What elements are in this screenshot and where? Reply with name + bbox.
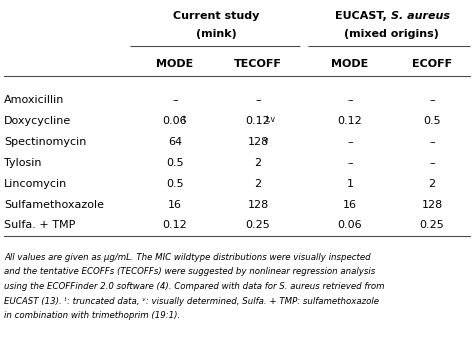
- Text: 128: 128: [421, 200, 443, 210]
- Text: (mixed origins): (mixed origins): [344, 29, 438, 39]
- Text: 0.5: 0.5: [166, 179, 184, 189]
- Text: –: –: [172, 95, 178, 105]
- Text: Lincomycin: Lincomycin: [4, 179, 67, 189]
- Text: MODE: MODE: [156, 59, 193, 69]
- Text: –: –: [429, 95, 435, 105]
- Text: v: v: [264, 136, 269, 145]
- Text: 16: 16: [343, 200, 357, 210]
- Text: EUCAST (13). ᵗ: truncated data, ᵛ: visually determined, Sulfa. + TMP: sulfametho: EUCAST (13). ᵗ: truncated data, ᵛ: visua…: [4, 297, 379, 305]
- Text: S. aureus: S. aureus: [391, 11, 450, 21]
- Text: t: t: [183, 115, 186, 124]
- Text: 64: 64: [168, 137, 182, 147]
- Text: Amoxicillin: Amoxicillin: [4, 95, 64, 105]
- Text: Tylosin: Tylosin: [4, 158, 42, 168]
- Text: 16: 16: [168, 200, 182, 210]
- Text: Sulfamethoxazole: Sulfamethoxazole: [4, 200, 104, 210]
- Text: 0.5: 0.5: [166, 158, 184, 168]
- Text: Spectinomycin: Spectinomycin: [4, 137, 86, 147]
- Text: 2: 2: [428, 179, 436, 189]
- Text: ECOFF: ECOFF: [412, 59, 452, 69]
- Text: TECOFF: TECOFF: [234, 59, 282, 69]
- Text: 1: 1: [346, 179, 354, 189]
- Text: 0.25: 0.25: [419, 220, 444, 230]
- Text: 0.12: 0.12: [246, 116, 270, 126]
- Text: using the ECOFFinder 2.0 software (4). Compared with data for S. aureus retrieve: using the ECOFFinder 2.0 software (4). C…: [4, 282, 384, 291]
- Text: 0.12: 0.12: [337, 116, 363, 126]
- Text: –: –: [347, 137, 353, 147]
- Text: 0.5: 0.5: [423, 116, 441, 126]
- Text: –: –: [429, 137, 435, 147]
- Text: Doxycycline: Doxycycline: [4, 116, 71, 126]
- Text: EUCAST,: EUCAST,: [336, 11, 391, 21]
- Text: Sulfa. + TMP: Sulfa. + TMP: [4, 220, 75, 230]
- Text: Current study: Current study: [173, 11, 260, 21]
- Text: 0.25: 0.25: [246, 220, 270, 230]
- Text: and the tentative ECOFFs (TECOFFs) were suggested by nonlinear regression analys: and the tentative ECOFFs (TECOFFs) were …: [4, 268, 375, 277]
- Text: 128: 128: [247, 200, 269, 210]
- Text: 0.12: 0.12: [163, 220, 187, 230]
- Text: t,v: t,v: [266, 115, 276, 124]
- Text: 128: 128: [247, 137, 269, 147]
- Text: –: –: [255, 95, 261, 105]
- Text: 0.06: 0.06: [163, 116, 187, 126]
- Text: in combination with trimethoprim (19:1).: in combination with trimethoprim (19:1).: [4, 311, 180, 320]
- Text: –: –: [347, 158, 353, 168]
- Text: 2: 2: [255, 158, 262, 168]
- Text: 2: 2: [255, 179, 262, 189]
- Text: –: –: [347, 95, 353, 105]
- Text: 0.06: 0.06: [337, 220, 362, 230]
- Text: MODE: MODE: [331, 59, 369, 69]
- Text: (mink): (mink): [196, 29, 237, 39]
- Text: All values are given as μg/mL. The MIC wildtype distributions were visually insp: All values are given as μg/mL. The MIC w…: [4, 253, 371, 262]
- Text: –: –: [429, 158, 435, 168]
